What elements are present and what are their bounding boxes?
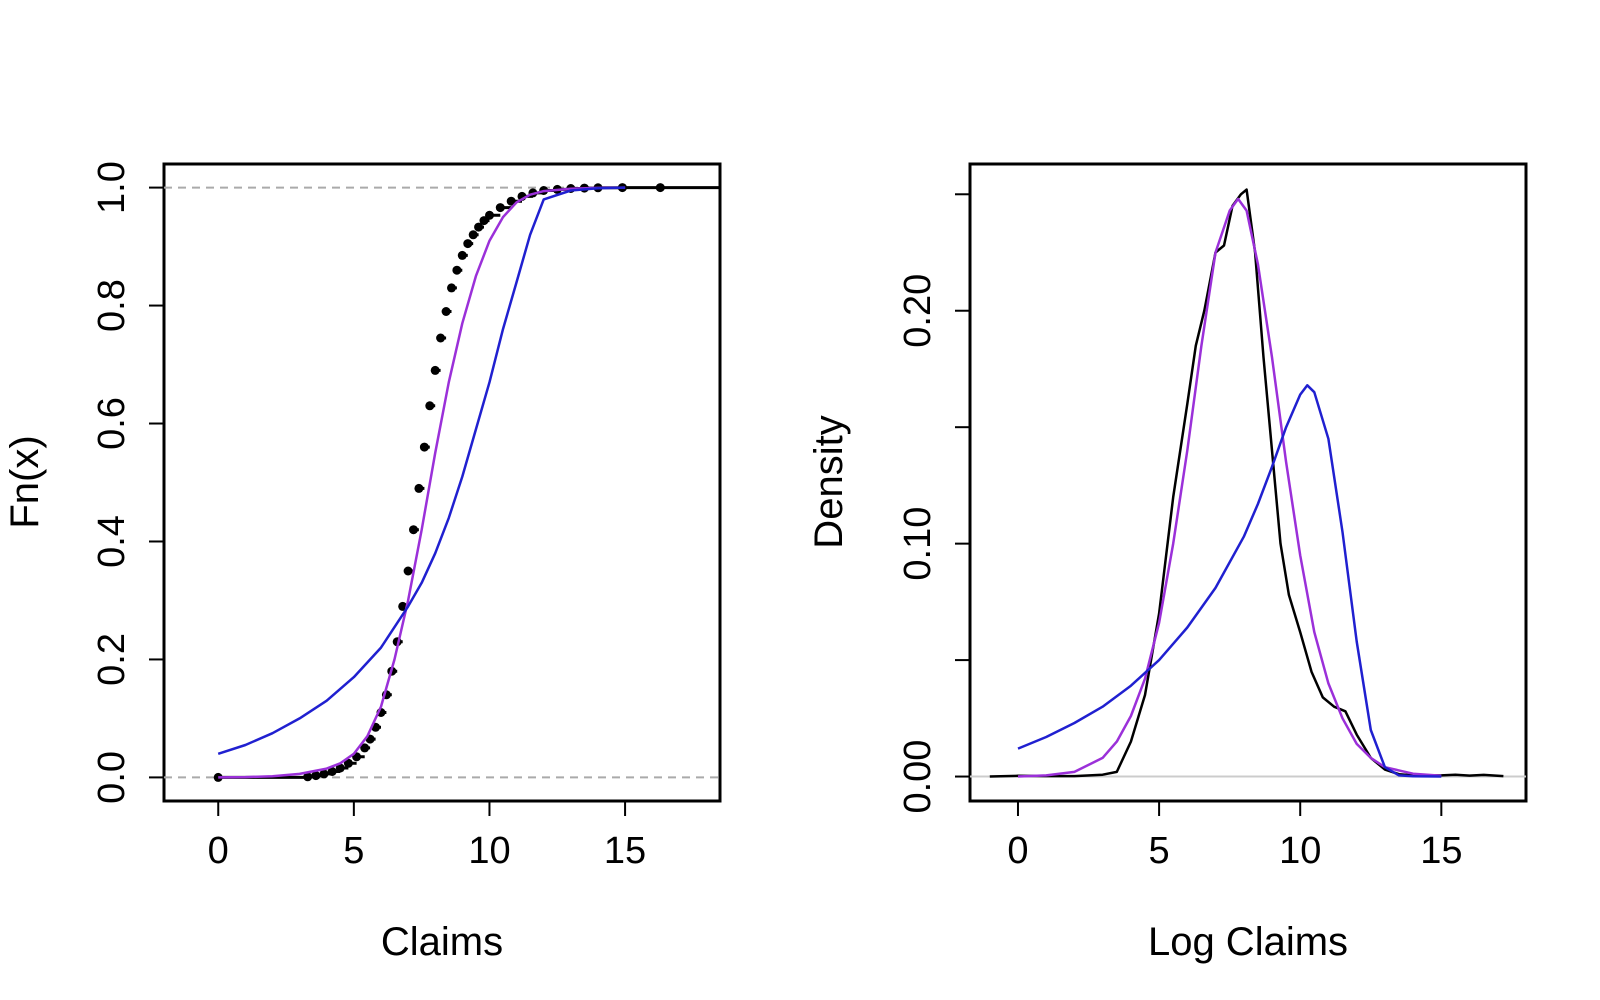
ecdf-point bbox=[343, 758, 353, 768]
ecdf-steps bbox=[218, 186, 720, 779]
ecdf-point bbox=[335, 763, 345, 773]
y-tick-label: 0.20 bbox=[897, 274, 939, 348]
plot-frame bbox=[968, 162, 1528, 803]
y-tick-label: 1.0 bbox=[91, 161, 133, 214]
x-tick-label: 0 bbox=[1007, 830, 1028, 872]
x-tick-label: 15 bbox=[604, 830, 646, 872]
x-tick-label: 5 bbox=[1149, 830, 1170, 872]
ecdf-point bbox=[441, 307, 451, 316]
ecdf-point bbox=[414, 483, 424, 493]
ecdf-point bbox=[303, 772, 313, 782]
fitted-line bbox=[217, 186, 626, 755]
plot-area: 0 5 10 15 0.00 0.10 0.20 bbox=[897, 188, 1526, 872]
ecdf-point bbox=[468, 230, 478, 240]
fitted-line bbox=[1017, 197, 1442, 778]
ecdf-point bbox=[430, 365, 440, 375]
ecdf-point bbox=[452, 265, 462, 275]
y-tick-label: 0.10 bbox=[897, 507, 939, 581]
y-tick-label: 0.00 bbox=[897, 740, 939, 814]
kernel-density-line bbox=[989, 188, 1504, 778]
y-tick-label: 0.6 bbox=[91, 397, 133, 450]
ecdf-point bbox=[495, 203, 505, 213]
y-tick-label: 0.8 bbox=[91, 279, 133, 332]
x-tick-label: 15 bbox=[1420, 830, 1462, 872]
x-axis-label: Claims bbox=[381, 920, 503, 964]
ecdf-point bbox=[319, 769, 329, 779]
y-tick-label: 0.4 bbox=[91, 515, 133, 568]
ecdf-point bbox=[311, 771, 321, 781]
x-tick-label: 10 bbox=[468, 830, 510, 872]
ecdf-point bbox=[409, 525, 418, 535]
ecdf-point bbox=[425, 401, 435, 411]
ecdf-point bbox=[403, 566, 413, 576]
y-axis-label: Fn(x) bbox=[3, 435, 47, 528]
x-tick-label: 5 bbox=[343, 830, 364, 872]
plot-area: 0 5 10 15 0.0 0.2 0.4 0.6 0.8 1.0 bbox=[91, 161, 720, 872]
ecdf-point bbox=[506, 196, 516, 206]
fitted-line bbox=[1017, 384, 1442, 778]
y-tick-label: 0.0 bbox=[91, 751, 133, 804]
x-tick-label: 10 bbox=[1279, 830, 1321, 872]
fitted-line bbox=[218, 186, 626, 779]
y-axis-label: Density bbox=[807, 415, 851, 548]
y-tick-label: 0.2 bbox=[91, 633, 133, 686]
x-tick-label: 0 bbox=[208, 830, 229, 872]
ecdf-point bbox=[436, 333, 446, 343]
ecdf-point bbox=[655, 183, 665, 193]
ecdf-point bbox=[447, 283, 456, 293]
x-axis-label: Log Claims bbox=[1148, 920, 1348, 964]
ecdf-point bbox=[474, 222, 484, 232]
ecdf-point bbox=[327, 767, 337, 776]
panel-left-ecdf: 0 5 10 15 0.0 0.2 0.4 0.6 0.8 1.0 Claims Fn(x) bbox=[3, 161, 722, 964]
ecdf-point bbox=[360, 743, 370, 753]
plot-frame bbox=[162, 162, 722, 803]
ecdf-point bbox=[463, 239, 473, 249]
ecdf-point bbox=[485, 210, 494, 220]
panel-right-density: 0 5 10 15 0.00 0.10 0.20 Log Claims Density bbox=[807, 162, 1528, 964]
ecdf-point bbox=[419, 442, 429, 452]
ecdf-point bbox=[457, 250, 467, 260]
